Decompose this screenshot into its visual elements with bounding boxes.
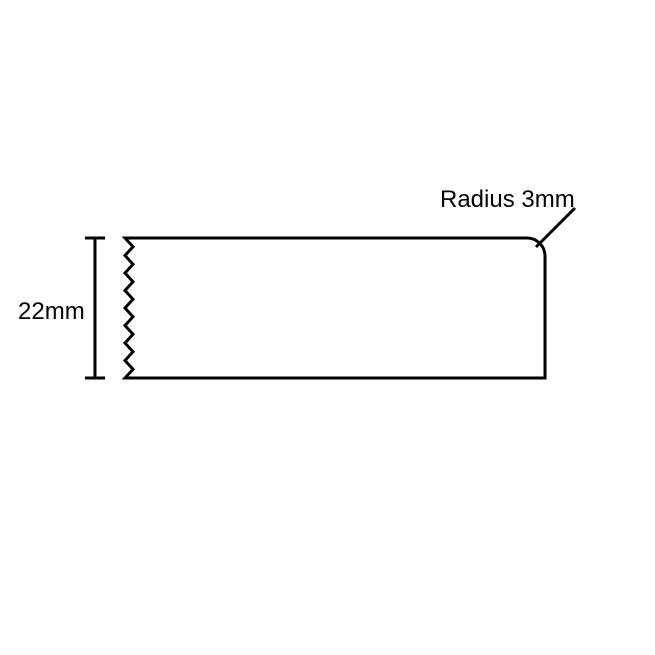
height-dimension-label: 22mm xyxy=(18,298,85,326)
profile-outline xyxy=(125,238,545,378)
profile-svg xyxy=(0,0,655,655)
radius-callout-label: Radius 3mm xyxy=(440,186,575,214)
diagram-stage: 22mm Radius 3mm xyxy=(0,0,655,655)
